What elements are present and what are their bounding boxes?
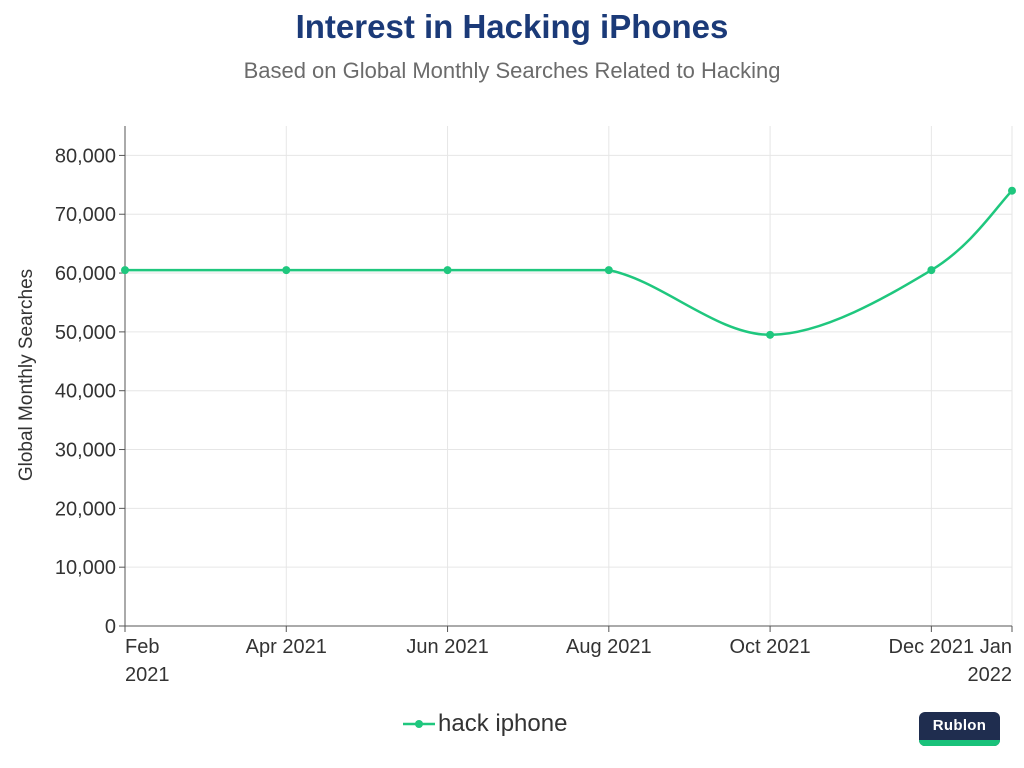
chart-subtitle: Based on Global Monthly Searches Related… xyxy=(243,58,781,83)
x-tick-label-line: Feb xyxy=(125,636,159,658)
grid xyxy=(125,126,1013,626)
logo-accent-bar xyxy=(919,740,1000,746)
x-tick-label: Aug 2021 xyxy=(566,636,652,658)
data-point[interactable] xyxy=(121,266,129,275)
x-tick-label: Jan 2022 xyxy=(968,636,1013,686)
x-tick-label-line: 2021 xyxy=(125,664,170,686)
x-tick-label-line: Aug 2021 xyxy=(566,636,652,658)
y-tick-label: 20,000 xyxy=(55,498,116,520)
x-tick-label: Jun 2021 xyxy=(406,636,488,658)
series-line-hack-iphone xyxy=(125,189,1013,337)
rublon-logo: Rublon xyxy=(919,712,1000,746)
data-point[interactable] xyxy=(1008,186,1016,195)
x-tick-label: Apr 2021 xyxy=(246,636,327,658)
series-layer xyxy=(121,186,1016,339)
y-tick-label: 30,000 xyxy=(55,440,116,462)
y-axis-label: Global Monthly Searches xyxy=(16,269,37,481)
data-point[interactable] xyxy=(927,266,936,275)
data-point[interactable] xyxy=(766,330,775,339)
logo-text: Rublon xyxy=(932,717,987,734)
y-tick-label: 80,000 xyxy=(55,145,116,167)
y-tick-label: 40,000 xyxy=(55,381,116,403)
x-tick-label-line: Jan xyxy=(980,636,1012,658)
legend-swatch xyxy=(403,720,435,728)
x-tick-label-line: Apr 2021 xyxy=(246,636,327,658)
line-chart: 0 10,000 20,000 30,000 40,000 50,000 60,000 70,… xyxy=(16,126,1016,686)
data-point[interactable] xyxy=(604,266,613,275)
x-tick-label: Dec 2021 xyxy=(889,636,975,658)
data-point[interactable] xyxy=(443,266,452,275)
x-tick-label-line: 2022 xyxy=(968,664,1013,686)
legend-label: hack iphone xyxy=(438,710,568,737)
x-tick-label-line: Oct 2021 xyxy=(730,636,811,658)
y-tick-label: 10,000 xyxy=(55,557,116,579)
x-tick-label: Feb 2021 xyxy=(125,636,170,686)
chart-title: Interest in Hacking iPhones xyxy=(295,8,729,45)
y-tick-label: 50,000 xyxy=(55,322,116,344)
axes: 0 10,000 20,000 30,000 40,000 50,000 60,000 70,… xyxy=(55,126,1013,686)
y-tick-label: 70,000 xyxy=(55,204,116,226)
x-tick-label: Oct 2021 xyxy=(730,636,811,658)
y-tick-label: 60,000 xyxy=(55,263,116,285)
y-tick-label: 0 xyxy=(105,616,116,638)
x-tick-label-line: Dec 2021 xyxy=(889,636,975,658)
legend[interactable]: hack iphone xyxy=(402,707,567,741)
data-point[interactable] xyxy=(282,266,291,275)
x-tick-label-line: Jun 2021 xyxy=(406,636,488,658)
